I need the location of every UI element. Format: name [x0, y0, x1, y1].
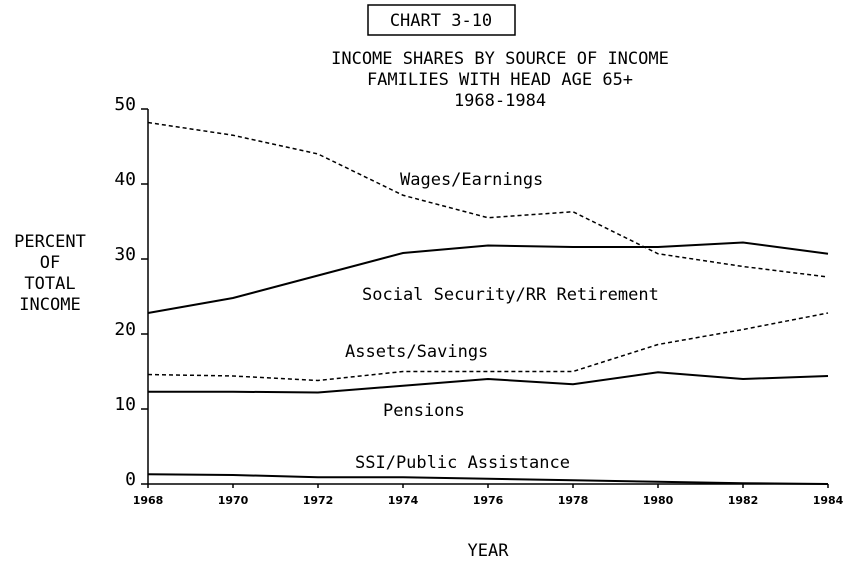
series-label: Pensions	[383, 401, 465, 421]
y-axis-label: INCOME	[19, 295, 80, 315]
series-line	[148, 371, 829, 394]
series-line	[147, 473, 829, 485]
x-axis-label: YEAR	[468, 541, 510, 561]
y-tick-label: 0	[125, 469, 136, 490]
series-line	[147, 312, 829, 382]
series-line	[147, 121, 829, 278]
y-tick-label: 10	[114, 394, 136, 415]
x-tick-label: 1982	[728, 494, 759, 507]
x-tick-label: 1972	[303, 494, 334, 507]
y-tick-label: 30	[114, 244, 136, 265]
chart-title: CHART 3-10	[390, 11, 492, 31]
title-box	[367, 4, 516, 36]
y-tick-label: 20	[114, 319, 136, 340]
y-axis-label: OF	[40, 253, 60, 273]
y-tick-label: 50	[114, 94, 136, 115]
y-axis-label: PERCENT	[14, 232, 86, 252]
y-tick-label: 40	[114, 169, 136, 190]
series-line	[147, 241, 829, 314]
y-axis-label: TOTAL	[24, 274, 75, 294]
x-tick-label: 1974	[388, 494, 419, 507]
x-tick-label: 1978	[558, 494, 589, 507]
x-tick-label: 1976	[473, 494, 504, 507]
series-label: SSI/Public Assistance	[355, 453, 570, 473]
x-tick-label: 1984	[813, 494, 844, 507]
chart-subtitle: INCOME SHARES BY SOURCE OF INCOME	[331, 49, 669, 69]
series-label: Assets/Savings	[345, 342, 488, 362]
chart-subtitle: FAMILIES WITH HEAD AGE 65+	[367, 70, 633, 90]
series-label: Social Security/RR Retirement	[362, 285, 659, 305]
x-tick-label: 1970	[218, 494, 249, 507]
chart-subtitle: 1968-1984	[454, 91, 546, 111]
x-tick-label: 1968	[133, 494, 164, 507]
series-label: Wages/Earnings	[400, 170, 543, 190]
x-tick-label: 1980	[643, 494, 674, 507]
